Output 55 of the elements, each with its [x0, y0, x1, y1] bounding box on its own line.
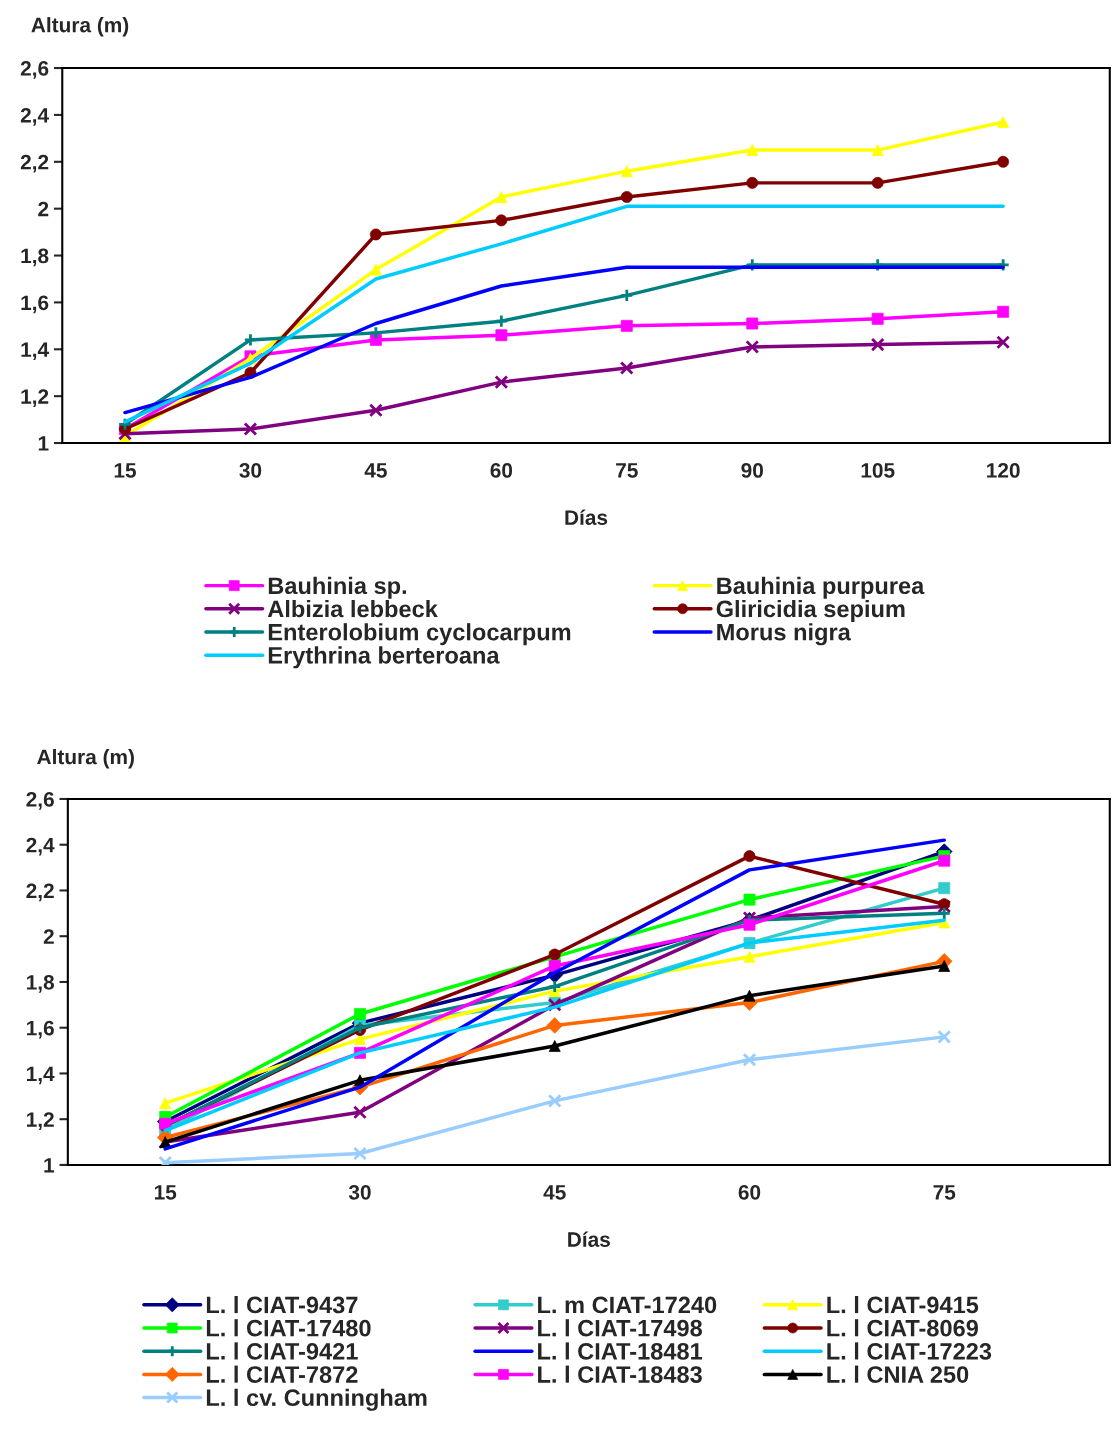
- legend-label: L. l CIAT-17223: [827, 1342, 992, 1360]
- y-axis-title: Altura (m): [37, 749, 134, 769]
- legend-label: L. l CIAT-18481: [538, 1342, 703, 1360]
- y-tick-label: 2,2: [26, 883, 54, 902]
- x-tick-label: 75: [616, 463, 638, 478]
- legend-label: L. l CIAT-18483: [538, 1365, 702, 1383]
- legend-label: Bauhinia sp.: [268, 576, 407, 599]
- x-tick-label: 15: [114, 463, 136, 478]
- legend-label: Albizia lebbeck: [267, 599, 438, 618]
- y-tick-label: 2,4: [20, 107, 49, 126]
- y-axis-title: Altura (m): [31, 17, 129, 37]
- y-tick-label: 1,8: [26, 974, 54, 993]
- x-tick-label: 15: [154, 1185, 177, 1200]
- x-tick-label: 45: [543, 1185, 566, 1200]
- y-tick-label: 1,4: [21, 342, 49, 361]
- y-tick-label: 2,2: [20, 154, 49, 173]
- x-axis-title: Días: [568, 1231, 610, 1247]
- legend-label: Morus nigra: [717, 623, 851, 646]
- y-tick-label: 1,2: [21, 389, 49, 407]
- legend-label: L. l CIAT-17498: [538, 1319, 703, 1337]
- legend-label: L. l CIAT-9415: [827, 1295, 979, 1314]
- legend-label: Enterolobium cyclocarpum: [268, 623, 571, 646]
- legend-label: L. l CIAT-9437: [206, 1295, 358, 1314]
- y-tick-label: 1,6: [21, 295, 49, 314]
- legend-label: L. l CIAT-17480: [206, 1319, 371, 1337]
- x-tick-label: 45: [364, 463, 387, 478]
- y-tick-label: 2,6: [20, 61, 49, 79]
- x-tick-label: 30: [348, 1184, 371, 1200]
- legend-label: L. l CIAT-8069: [827, 1319, 978, 1337]
- legend-label: L. l CNIA 250: [827, 1365, 969, 1383]
- y-tick-label: 1,6: [26, 1020, 54, 1039]
- x-tick-label: 75: [933, 1185, 956, 1200]
- legend-label: Gliricidia sepium: [716, 599, 905, 622]
- legend-label: L. l CIAT-9421: [206, 1342, 358, 1360]
- y-tick-label: 1,8: [21, 248, 49, 267]
- y-tick-label: 1: [44, 1158, 55, 1173]
- legend-label: Erythrina berteroana: [268, 646, 500, 669]
- y-tick-label: 2,4: [26, 837, 55, 856]
- y-tick-label: 1,4: [26, 1066, 55, 1085]
- y-tick-label: 2: [38, 201, 49, 217]
- x-tick-label: 120: [987, 463, 1020, 478]
- x-tick-label: 105: [861, 463, 895, 478]
- x-tick-label: 30: [239, 463, 262, 478]
- x-tick-label: 60: [738, 1184, 761, 1200]
- y-tick-label: 2: [43, 929, 54, 944]
- y-tick-label: 1: [38, 436, 49, 451]
- legend-label: L. l CIAT-7872: [206, 1365, 358, 1383]
- x-tick-label: 90: [741, 463, 763, 478]
- x-axis-title: Días: [565, 509, 608, 525]
- legend-label: L. m CIAT-17240: [538, 1296, 717, 1314]
- legend-label: L. l cv. Cunningham: [206, 1388, 427, 1411]
- y-tick-label: 1,2: [26, 1112, 54, 1130]
- legend-label: Bauhinia purpurea: [717, 576, 925, 599]
- y-tick-label: 2,6: [26, 791, 54, 810]
- x-tick-label: 60: [490, 463, 513, 478]
